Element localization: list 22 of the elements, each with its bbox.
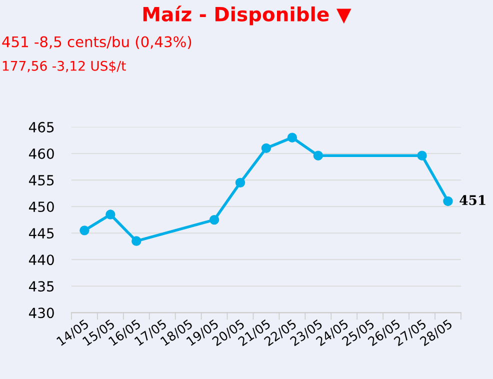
point	[235, 178, 246, 188]
point	[443, 196, 453, 206]
chart-subtitle: 451 -8,5 cents/bu (0,43%)	[2, 36, 192, 50]
point	[287, 132, 298, 142]
text: 177,56 -3,12 US$/t	[2, 60, 126, 73]
point	[313, 150, 324, 160]
point	[209, 214, 220, 225]
point	[417, 150, 427, 160]
y-tick-label: 450	[28, 202, 54, 212]
point	[80, 226, 90, 236]
y-tick-label: 455	[28, 175, 54, 186]
y-tick-label: 445	[28, 228, 54, 239]
y-tick-label: 460	[28, 148, 54, 159]
point	[261, 143, 272, 154]
chart-title: Maíz - Disponible ▼	[143, 6, 352, 26]
y-tick-label: 430	[28, 308, 54, 318]
point	[132, 236, 142, 246]
y-tick-label: 440	[28, 254, 54, 266]
point	[106, 210, 116, 220]
y-tick-label: 465	[28, 122, 54, 132]
y-tick-label: 435	[28, 281, 54, 292]
data-label: 451	[460, 195, 486, 206]
